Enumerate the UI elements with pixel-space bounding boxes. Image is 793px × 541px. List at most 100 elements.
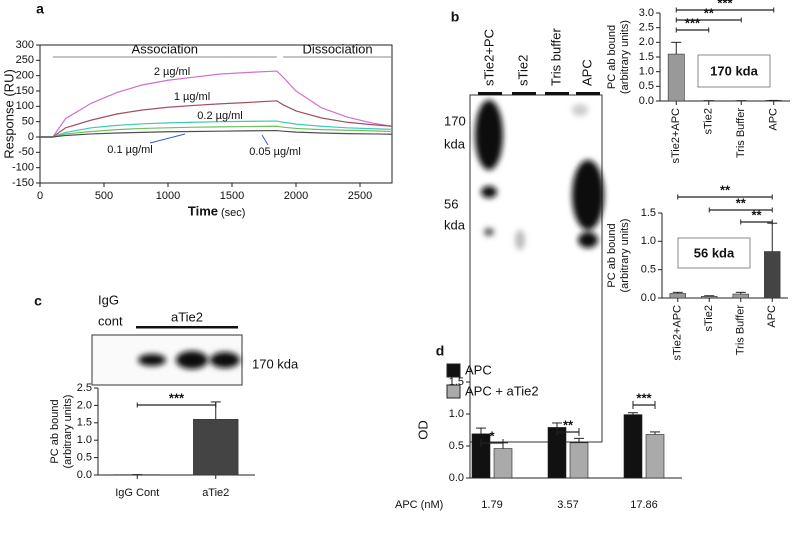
y-tick-label: 0.0 — [77, 469, 92, 481]
x-axis-label: APC (nM) — [395, 499, 443, 511]
legend-label: APC — [465, 362, 492, 377]
box-label: 56 kda — [694, 245, 735, 260]
legend-label: APC + aTie2 — [465, 383, 539, 398]
lane-label: sTie2+PC — [481, 29, 496, 86]
panel-letter: b — [451, 9, 460, 25]
bar — [669, 293, 686, 299]
y-tick-label: 250 — [16, 54, 34, 66]
x-tick-label: 0 — [37, 190, 43, 202]
lane-label: cont — [98, 313, 123, 328]
y-tick-label: 0.0 — [641, 292, 656, 304]
lane-label: APC — [579, 59, 594, 86]
y-tick-label: 0.5 — [641, 264, 656, 276]
y-tick-label: 200 — [16, 70, 34, 82]
y-tick-label: 100 — [16, 100, 34, 112]
y-tick-label: 50 — [22, 116, 34, 128]
y-tick-label: -50 — [18, 146, 34, 158]
label-box — [677, 237, 751, 269]
lane-label: aTie2 — [171, 309, 203, 324]
y-tick-label: 1.0 — [641, 235, 656, 247]
marker-label: 170 kda — [252, 356, 299, 371]
x-tick-label: 2000 — [284, 190, 308, 202]
lane-label: sTie2 — [515, 55, 530, 86]
y-tick-label: -150 — [12, 177, 34, 189]
line-series — [40, 129, 393, 138]
x-tick-label: 500 — [95, 190, 113, 202]
y-tick-label: 1.0 — [77, 434, 92, 446]
x-tick-label: sTie2 — [703, 305, 715, 332]
series-label: 1 µg/ml — [174, 91, 210, 103]
y-tick-label: 150 — [16, 85, 34, 97]
x-tick-label: APC — [768, 108, 780, 131]
y-tick-label: 3.0 — [639, 7, 654, 19]
label-box — [697, 54, 771, 88]
bar — [193, 419, 239, 476]
series-label: 2 µg/ml — [154, 66, 190, 78]
bar — [732, 293, 749, 299]
significance-label: ** — [704, 5, 715, 20]
y-tick-label: 1.0 — [639, 66, 654, 78]
y-axis-label: Response (RU) — [1, 69, 16, 159]
y-tick-label: 0.0 — [639, 95, 654, 107]
x-tick-label: sTie2+APC — [670, 108, 682, 164]
y-tick-label: 2.0 — [639, 36, 654, 48]
series-label: 0.1 µg/ml — [107, 144, 152, 156]
significance-label: *** — [169, 390, 185, 405]
lane-label: IgG — [98, 292, 119, 307]
x-tick-label: sTie2+APC — [672, 305, 684, 361]
bar — [493, 448, 513, 479]
panel-letter: a — [36, 1, 44, 17]
blot-c — [91, 326, 243, 386]
bar — [645, 434, 665, 479]
y-tick-label: 0.5 — [77, 452, 92, 464]
marker-label: kda — [444, 217, 466, 232]
bar — [667, 53, 685, 102]
y-tick-label: 2.5 — [77, 382, 92, 394]
y-tick-label: 1.5 — [77, 417, 92, 429]
x-tick-label: sTie2 — [703, 108, 715, 135]
significance-label: ** — [751, 207, 762, 222]
x-tick-label: 1000 — [156, 190, 180, 202]
y-tick-label: 300 — [16, 39, 34, 51]
bar — [569, 442, 589, 479]
y-tick-label: 2.0 — [77, 399, 92, 411]
y-axis-label: (arbitrary units) — [619, 219, 631, 293]
series-label: 0.05 µg/ml — [249, 146, 301, 158]
line-series — [40, 125, 393, 138]
marker-label: kda — [444, 136, 466, 151]
lane-label: Tris buffer — [548, 28, 563, 86]
x-tick-label: 1500 — [220, 190, 244, 202]
annotation: Association — [132, 41, 198, 56]
y-axis-label: (arbitrary units) — [62, 395, 74, 469]
y-tick-label: 0 — [28, 131, 34, 143]
annotation: Dissociation — [303, 41, 373, 56]
significance-label: * — [489, 428, 495, 443]
legend-swatch — [446, 384, 461, 399]
significance-label: ** — [736, 195, 747, 210]
x-axis-unit: (sec) — [221, 207, 245, 219]
panel-letter: c — [34, 293, 42, 309]
y-tick-label: -100 — [12, 162, 34, 174]
x-tick-label: Tris Buffer — [735, 108, 747, 158]
y-axis-label: OD — [415, 420, 430, 440]
x-axis-label: Time — [188, 203, 218, 218]
marker-label: 56 — [444, 196, 458, 211]
x-tick-label: 3.57 — [557, 499, 578, 511]
significance-label: ** — [720, 182, 731, 197]
y-tick-label: 1.5 — [641, 207, 656, 219]
y-tick-label: 0.0 — [449, 472, 464, 484]
x-tick-label: aTie2 — [202, 487, 229, 499]
blot-b — [469, 92, 604, 443]
y-axis-label: PC ab bound — [606, 25, 618, 89]
x-tick-label: Tris Buffer — [735, 305, 747, 355]
y-tick-label: 1.5 — [639, 51, 654, 63]
y-axis-label: (arbitrary units) — [619, 20, 631, 94]
y-axis-label: PC ab bound — [606, 223, 618, 287]
line-series — [40, 100, 393, 138]
y-tick-label: 0.5 — [639, 80, 654, 92]
significance-label: *** — [685, 15, 701, 30]
y-tick-label: 0.5 — [449, 440, 464, 452]
significance-label: *** — [636, 390, 652, 405]
x-tick-label: 1.79 — [481, 499, 502, 511]
